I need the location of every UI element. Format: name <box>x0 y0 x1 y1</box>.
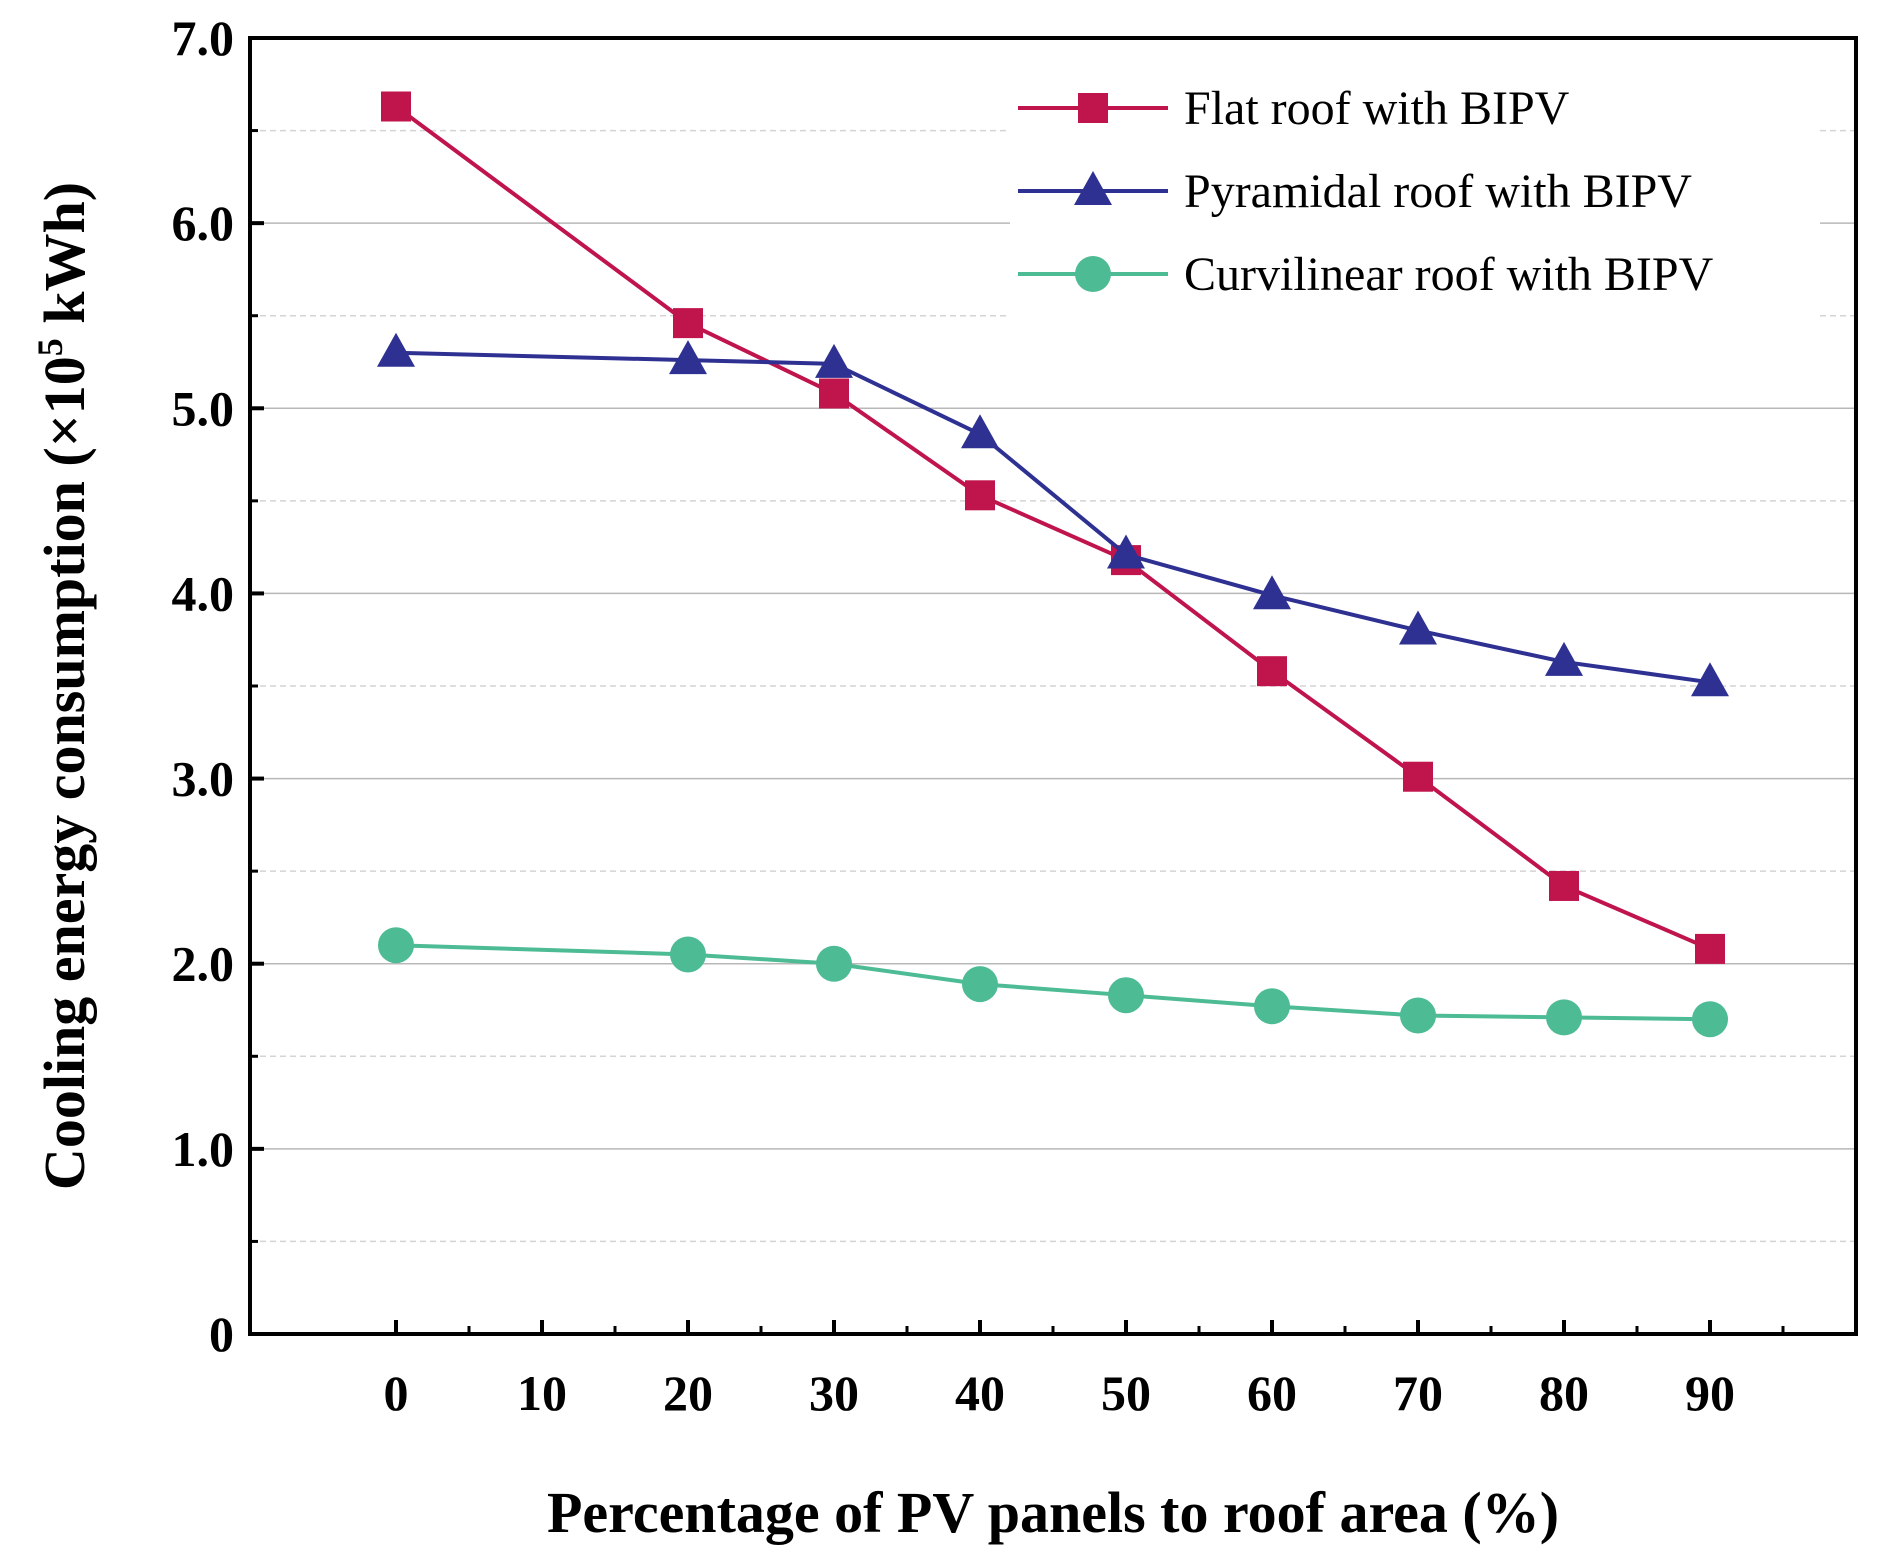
data-point <box>961 414 999 449</box>
data-point <box>381 91 411 122</box>
series-triangle <box>377 332 1729 697</box>
data-point <box>815 343 853 378</box>
y-tick-label: 3.0 <box>172 751 235 807</box>
data-point <box>965 480 995 511</box>
data-point <box>962 966 998 1003</box>
series-line <box>395 350 1711 685</box>
data-point <box>1695 933 1725 964</box>
data-point <box>1546 999 1582 1036</box>
y-tick-label: 6.0 <box>172 195 235 251</box>
data-point <box>1545 641 1583 676</box>
y-tick-label: 2.0 <box>172 936 235 992</box>
y-axis-title-main: Cooling energy consumption (×10 <box>32 356 97 1190</box>
data-point <box>1253 575 1291 610</box>
series-line <box>395 943 1711 1022</box>
data-point <box>670 936 706 973</box>
legend-label: Flat roof with BIPV <box>1184 82 1570 135</box>
y-tick-label: 0 <box>209 1306 234 1362</box>
x-tick-label: 20 <box>663 1365 713 1421</box>
legend-marker <box>1078 93 1108 123</box>
legend-label: Pyramidal roof with BIPV <box>1184 165 1692 218</box>
data-point <box>1691 662 1729 697</box>
data-point <box>1692 1001 1728 1038</box>
data-point <box>669 340 707 375</box>
y-tick-label: 7.0 <box>172 10 235 66</box>
grid-lines <box>250 129 1856 1243</box>
y-axis-title: Cooling energy consumption (×105 kWh) <box>30 182 97 1190</box>
legend-label: Curvilinear roof with BIPV <box>1184 248 1714 301</box>
x-tick-label: 90 <box>1685 1365 1735 1421</box>
y-tick-label: 4.0 <box>172 565 235 621</box>
y-tick-label: 5.0 <box>172 380 235 436</box>
legend-background <box>1010 70 1820 320</box>
x-tick-label: 10 <box>517 1365 567 1421</box>
x-tick-label: 40 <box>955 1365 1005 1421</box>
y-tick-label: 1.0 <box>172 1121 235 1177</box>
x-axis-title: Percentage of PV panels to roof area (%) <box>547 1480 1559 1545</box>
x-tick-label: 50 <box>1101 1365 1151 1421</box>
legend-marker <box>1075 256 1111 292</box>
data-point <box>1107 534 1145 569</box>
legend: Flat roof with BIPV Pyramidal roof with B… <box>1010 70 1820 320</box>
data-point <box>1108 977 1144 1014</box>
x-tick-label: 0 <box>384 1365 409 1421</box>
data-point <box>673 308 703 339</box>
data-point <box>1399 610 1437 645</box>
x-tick-label: 30 <box>809 1365 859 1421</box>
data-point <box>1403 761 1433 792</box>
data-point <box>816 945 852 982</box>
y-axis-title-exponent: 5 <box>30 338 70 356</box>
data-point <box>819 378 849 409</box>
legend-marker <box>1074 171 1112 205</box>
y-axis-title-unit: kWh) <box>32 182 97 338</box>
x-tick-label: 80 <box>1539 1365 1589 1421</box>
data-point <box>1254 988 1290 1025</box>
data-point <box>1549 870 1579 901</box>
data-point <box>377 332 415 367</box>
axis-ticks: 0 1.0 2.0 3.0 4.0 5.0 6.0 7.0 0 10 20 30 40 50 60 70 80 9… <box>172 10 1785 1421</box>
data-point <box>1257 656 1287 687</box>
data-point <box>1400 997 1436 1034</box>
x-tick-label: 70 <box>1393 1365 1443 1421</box>
series-layer <box>377 91 1729 1038</box>
x-tick-label: 60 <box>1247 1365 1297 1421</box>
series-circle <box>378 927 1728 1038</box>
data-point <box>378 927 414 964</box>
